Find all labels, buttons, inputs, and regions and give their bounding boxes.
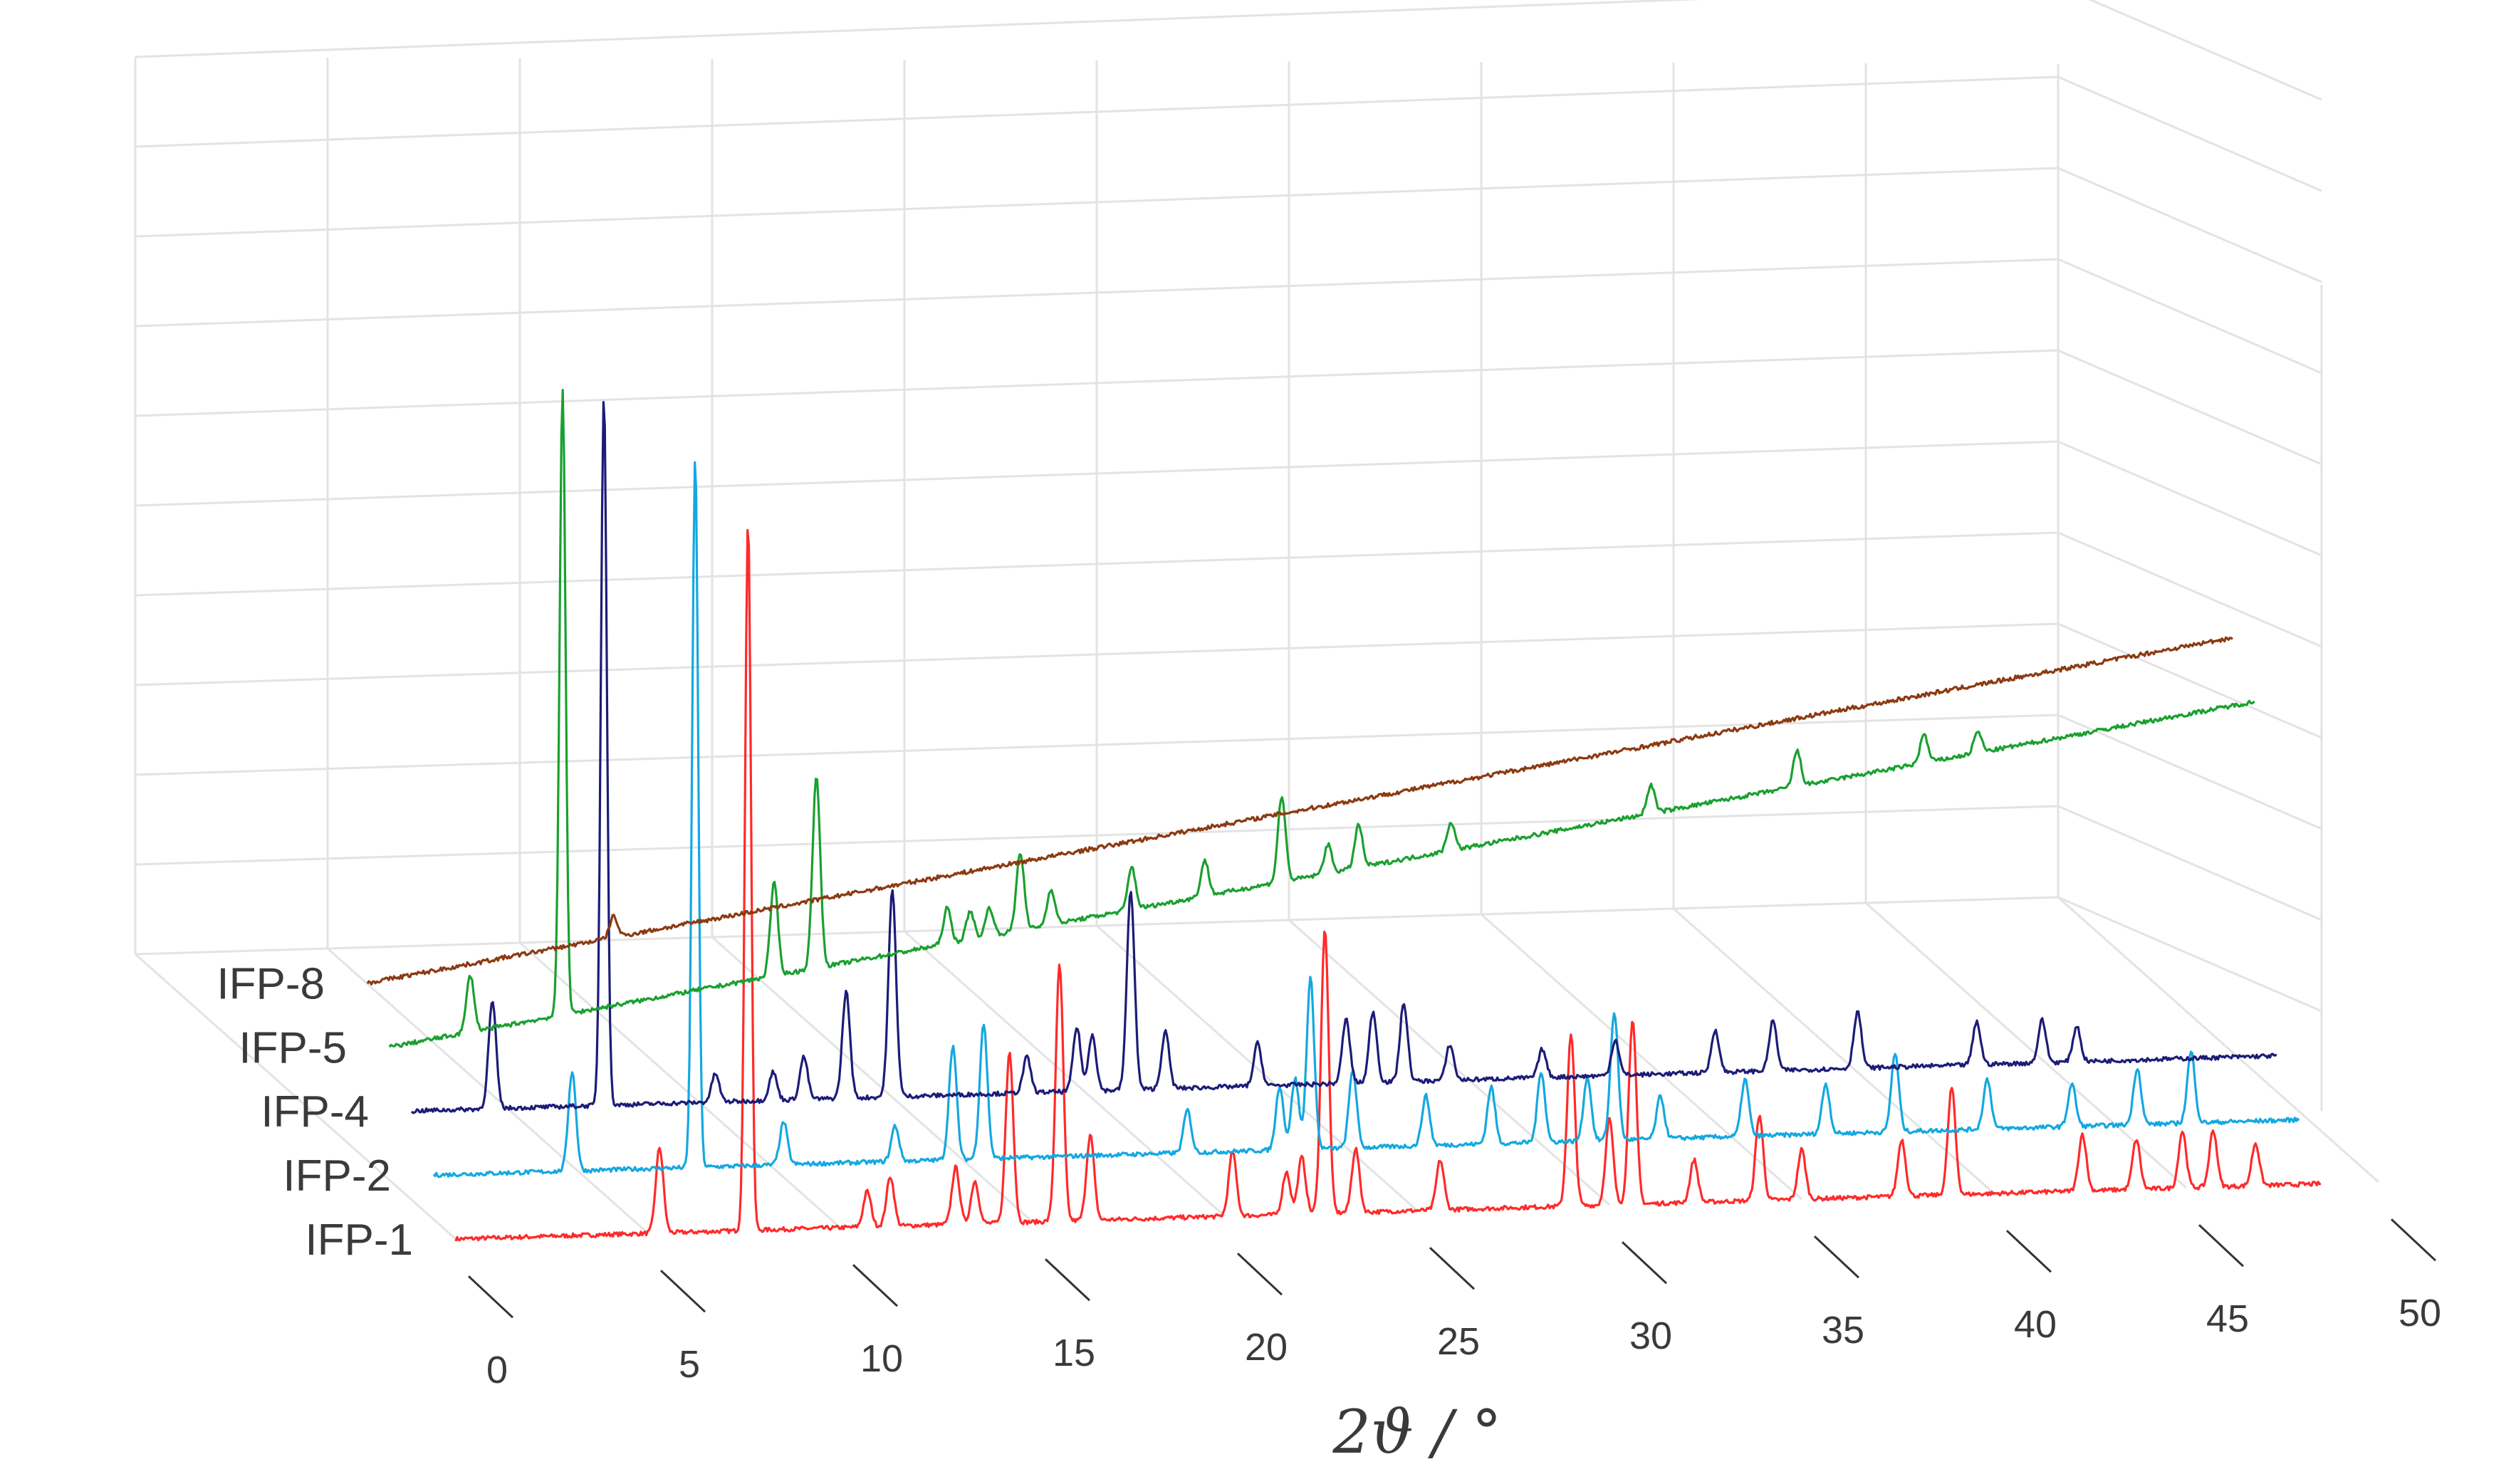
grid-line-floor bbox=[519, 941, 841, 1229]
x-axis-tick bbox=[852, 1264, 899, 1307]
grid-line-floor bbox=[1481, 913, 1802, 1201]
x-tick-label: 10 bbox=[860, 1337, 903, 1380]
x-axis-tick bbox=[659, 1270, 706, 1313]
grid-line-back-horizontal bbox=[135, 167, 2059, 238]
x-tick-label: 0 bbox=[486, 1349, 508, 1391]
series-line-ifp-8 bbox=[366, 636, 2233, 986]
series-line-ifp-5 bbox=[388, 389, 2255, 1048]
grid-line-back-horizontal bbox=[135, 349, 2059, 417]
x-tick-label: 25 bbox=[1437, 1320, 1480, 1363]
x-axis-tick bbox=[2198, 1224, 2245, 1268]
x-axis-tick bbox=[467, 1275, 514, 1319]
grid-line-side bbox=[2057, 622, 2322, 739]
grid-line-back-horizontal bbox=[135, 714, 2059, 776]
x-tick-label: 45 bbox=[2206, 1297, 2249, 1340]
x-axis-tick bbox=[1813, 1235, 1860, 1279]
grid-line-floor bbox=[1673, 907, 1995, 1195]
grid-line-floor bbox=[2057, 896, 2379, 1183]
grid-line-floor bbox=[1288, 919, 1610, 1206]
grid-line-side bbox=[2057, 75, 2322, 192]
grid-line-back-horizontal bbox=[135, 258, 2059, 328]
x-axis-tick bbox=[1044, 1258, 1091, 1302]
grid-line-floor bbox=[135, 953, 456, 1240]
x-axis-tick bbox=[1236, 1253, 1283, 1296]
x-tick-label: 40 bbox=[2014, 1303, 2057, 1346]
grid-line-back-horizontal bbox=[135, 531, 2059, 597]
grid-line-side bbox=[2057, 440, 2322, 557]
series-labels: IFP-1 IFP-2 IFP-4 IFP-5 IFP-8 bbox=[216, 959, 413, 1265]
x-axis-tick bbox=[1429, 1247, 1476, 1290]
grid-line-floor bbox=[327, 947, 649, 1235]
series-line-ifp-2 bbox=[432, 461, 2300, 1179]
x-axis-title: 2ϑ / ° bbox=[1332, 1397, 1501, 1467]
grid-line-side bbox=[2057, 805, 2322, 921]
grid-line-side bbox=[2057, 896, 2322, 1013]
x-axis-tick bbox=[2005, 1230, 2052, 1273]
series-line-ifp-4 bbox=[410, 401, 2277, 1114]
series-layer bbox=[366, 389, 2322, 1242]
series-label-ifp-4: IFP-4 bbox=[261, 1087, 369, 1136]
x-axis-tick bbox=[2390, 1218, 2437, 1262]
series-label-ifp-1: IFP-1 bbox=[305, 1216, 413, 1265]
x-tick-label: 20 bbox=[1245, 1326, 1288, 1369]
grid-line-floor bbox=[711, 936, 1033, 1223]
series-line-ifp-1 bbox=[454, 528, 2322, 1242]
series-label-ifp-2: IFP-2 bbox=[283, 1151, 391, 1201]
x-tick-label: 30 bbox=[1629, 1315, 1672, 1357]
grid-line-side bbox=[2057, 258, 2322, 375]
grid-line-back-horizontal bbox=[135, 805, 2059, 866]
series-label-ifp-8: IFP-8 bbox=[216, 959, 325, 1008]
grid-line-back-horizontal bbox=[135, 622, 2059, 686]
grid-line-floor bbox=[1096, 924, 1418, 1212]
x-axis: 0 5 10 15 20 25 30 35 40 45 50 bbox=[467, 1218, 2441, 1391]
x-tick-label: 50 bbox=[2398, 1292, 2441, 1334]
grid-line-side bbox=[2088, 0, 2322, 101]
grid-line-side bbox=[2057, 167, 2322, 283]
grid-line-side bbox=[2057, 714, 2322, 830]
grid-line-back-horizontal bbox=[135, 0, 1703, 58]
series-label-ifp-5: IFP-5 bbox=[239, 1023, 347, 1072]
grid-line-side bbox=[2057, 349, 2322, 466]
x-axis-tick bbox=[1621, 1241, 1668, 1285]
x-tick-label: 5 bbox=[679, 1343, 700, 1386]
grid-line-floor bbox=[1865, 902, 2187, 1189]
grid-line-back-horizontal bbox=[135, 440, 2059, 507]
x-tick-label: 35 bbox=[1822, 1309, 1864, 1352]
x-tick-label: 15 bbox=[1053, 1332, 1095, 1374]
grid-line-back-horizontal bbox=[135, 75, 2059, 148]
grid-layer bbox=[134, 0, 2379, 1240]
grid-line-side bbox=[2057, 531, 2322, 648]
